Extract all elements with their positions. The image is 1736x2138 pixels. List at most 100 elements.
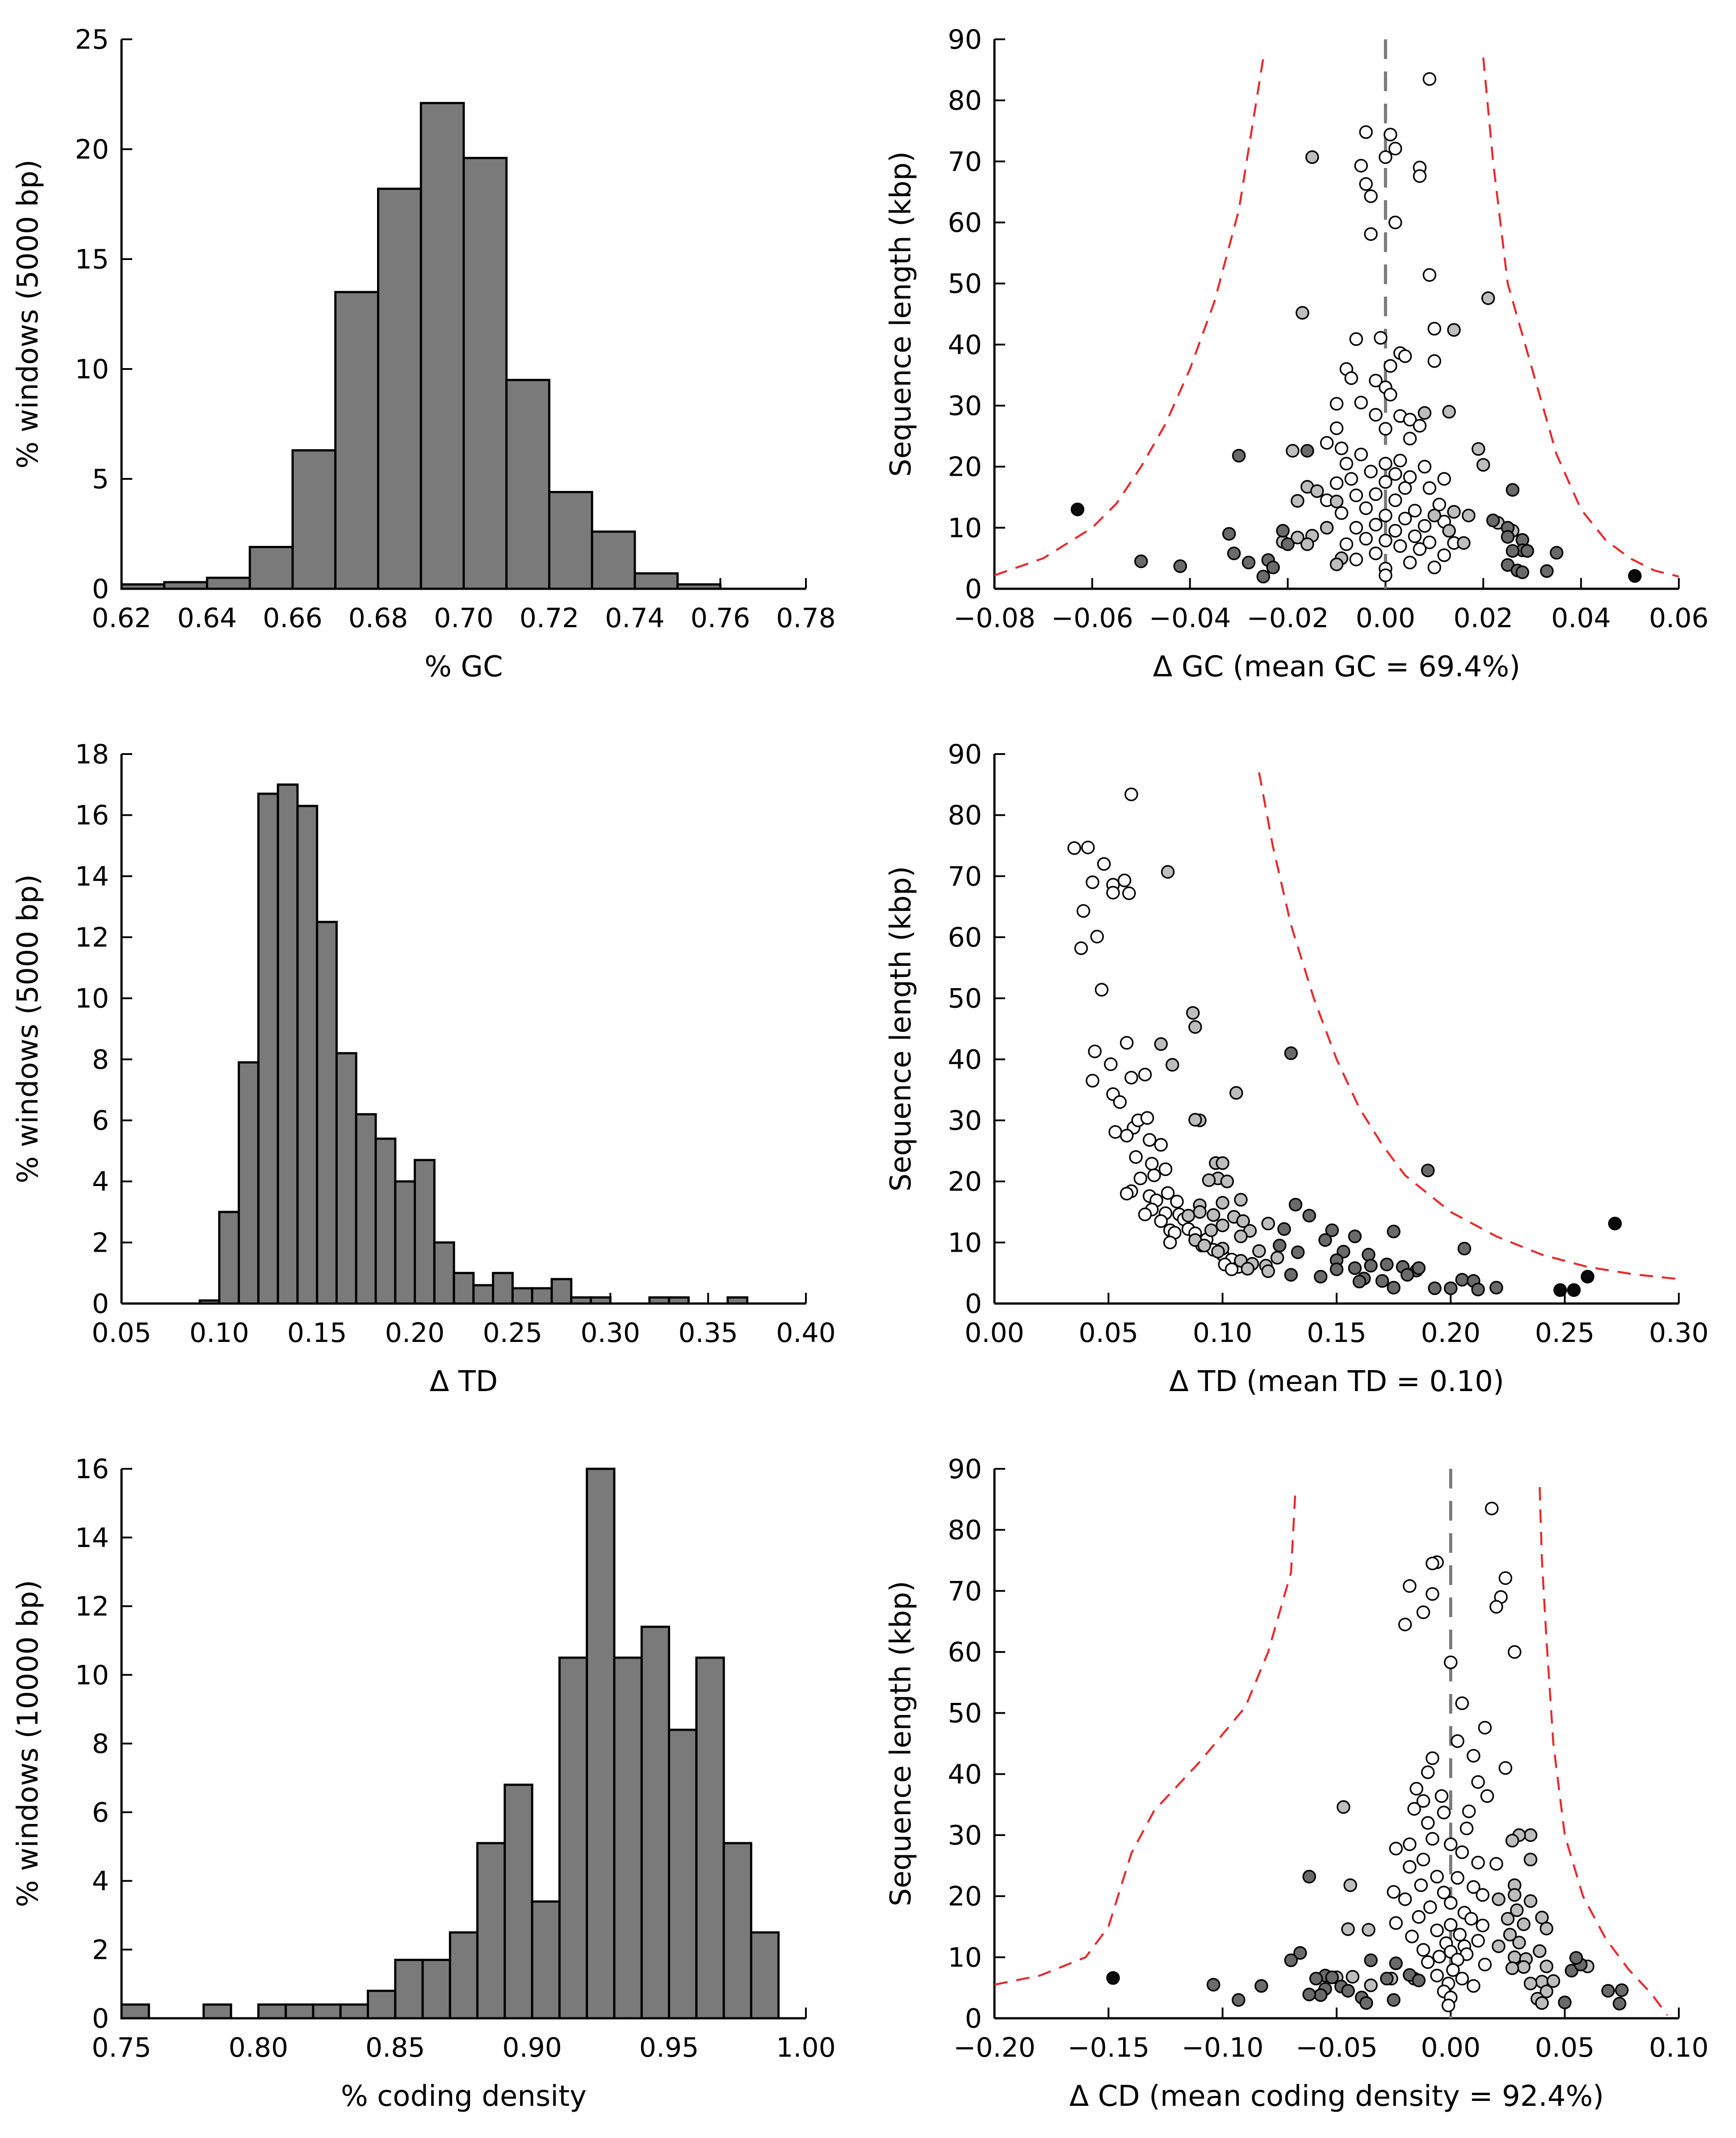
td-hist-bar — [668, 1296, 690, 1305]
cd-scatter-point-light — [1523, 1853, 1538, 1866]
td-scatter-point-dark — [1291, 1245, 1305, 1259]
cd-scatter-point-white — [1405, 1929, 1419, 1944]
td-scatter-y-tick-label: 20 — [948, 1166, 982, 1198]
gc-hist-x-tick-label: 0.66 — [263, 603, 323, 634]
cd-hist-y-tick-label: 16 — [75, 1454, 109, 1485]
cd-scatter-point-dark — [1380, 1971, 1394, 1986]
td-scatter-point-dark — [1457, 1241, 1472, 1256]
td-scatter-point-dark — [1277, 1222, 1291, 1236]
td-hist-bar — [394, 1180, 416, 1305]
td-scatter-point-light — [1216, 1218, 1229, 1232]
cd-hist-bar — [285, 2003, 314, 2020]
cd-scatter-point-white — [1441, 1999, 1455, 2012]
td-scatter-y-axis-label: Sequence length (kbp) — [885, 866, 918, 1192]
td-scatter-y-tick-label: 70 — [948, 861, 982, 892]
cd-scatter-point-white — [1444, 1655, 1458, 1669]
cd-scatter-point-light — [1364, 1978, 1378, 1992]
gc-scatter-x-tick-label: −0.08 — [953, 603, 1036, 634]
cd-scatter-point-light — [1362, 1923, 1375, 1937]
td-scatter-point-white — [1163, 1236, 1177, 1249]
gc-scatter-y-tick-label: 0 — [965, 574, 982, 605]
td-hist-x-tick-label: 0.20 — [385, 1317, 445, 1349]
cd-scatter-x-tick-label: −0.05 — [1296, 2032, 1378, 2063]
td-scatter-chart: 0 10 20 30 40 50 60 70 80 90 0.00 0.05 0.10 0.15 0.20 0… — [885, 739, 1709, 1398]
cd-scatter-point-white — [1464, 1912, 1478, 1926]
cd-hist-bar — [695, 1656, 725, 2020]
gc-scatter-point-white — [1369, 546, 1383, 560]
td-scatter-point-white — [1138, 1068, 1152, 1082]
cd-scatter-point-white — [1478, 1721, 1492, 1735]
gc-hist-bar — [591, 530, 636, 590]
gc-scatter-point-dark — [1256, 570, 1271, 583]
cd-scatter-point-white — [1430, 1923, 1444, 1937]
td-scatter-x-tick-label: 0.10 — [1193, 1317, 1253, 1349]
gc-hist-y-tick-label: 5 — [92, 464, 109, 495]
td-scatter-point-dark — [1318, 1233, 1332, 1247]
cd-scatter-y-tick-label: 40 — [948, 1759, 982, 1790]
gc-scatter-point-light — [1447, 505, 1461, 519]
cd-scatter-point-dark — [1564, 1964, 1579, 1978]
gc-scatter-point-dark — [1173, 559, 1187, 573]
gc-scatter-point-white — [1388, 215, 1402, 230]
cd-scatter-point-white — [1426, 1556, 1439, 1571]
cd-scatter-point-light — [1523, 1976, 1538, 1991]
td-scatter-point-black — [1608, 1216, 1622, 1231]
cd-scatter-point-light — [1539, 1921, 1554, 1936]
gc-scatter-x-tick-label: 0.02 — [1453, 603, 1513, 634]
td-scatter-x-tick-label: 0.25 — [1535, 1317, 1595, 1349]
td-scatter-x-tick-label: 0.30 — [1649, 1317, 1709, 1349]
gc-scatter-point-light — [1457, 536, 1471, 550]
td-scatter-point-light — [1186, 1006, 1200, 1020]
td-hist-bar — [257, 792, 279, 1305]
td-scatter-point-light — [1261, 1216, 1275, 1231]
gc-scatter-point-black — [1628, 569, 1642, 583]
td-scatter-point-dark — [1387, 1224, 1401, 1238]
gc-scatter-point-white — [1364, 465, 1378, 478]
cd-scatter-point-white — [1416, 1605, 1430, 1619]
gc-scatter-point-white — [1369, 373, 1383, 388]
gc-scatter-point-white — [1437, 472, 1451, 486]
gc-scatter-point-white — [1379, 422, 1392, 436]
td-scatter-point-dark — [1352, 1274, 1367, 1289]
cd-scatter-point-light — [1492, 1892, 1505, 1906]
cd-scatter-point-white — [1455, 1971, 1469, 1986]
cd-scatter-point-dark — [1206, 1978, 1220, 1992]
td-scatter-point-white — [1120, 1186, 1134, 1201]
td-scatter-point-white — [1076, 904, 1090, 918]
gc-scatter-point-white — [1408, 529, 1422, 543]
cd-scatter-y-tick-label: 60 — [948, 1637, 982, 1668]
cd-scatter-point-white — [1407, 1802, 1421, 1816]
cd-scatter-point-white — [1426, 1751, 1439, 1765]
gc-scatter-point-dark — [1241, 555, 1256, 570]
gc-scatter-point-white — [1364, 227, 1378, 241]
td-scatter-point-dark — [1284, 1268, 1298, 1282]
gc-scatter-x-tick-label: 0.04 — [1551, 603, 1611, 634]
cd-scatter-x-tick-label: −0.20 — [953, 2032, 1036, 2063]
td-hist-bar — [531, 1287, 553, 1305]
gc-hist-y-axis-label: % windows (5000 bp) — [12, 159, 45, 469]
cd-scatter-point-white — [1480, 1789, 1494, 1803]
gc-scatter-point-light — [1462, 508, 1476, 523]
gc-scatter-y-tick-label: 60 — [948, 207, 982, 239]
td-hist-bar — [355, 1113, 377, 1305]
gc-scatter-point-white — [1344, 472, 1359, 486]
cd-scatter-point-white — [1426, 1587, 1439, 1601]
td-hist-bar — [492, 1272, 514, 1305]
td-scatter-point-light — [1270, 1251, 1284, 1265]
td-hist-y-tick-label: 4 — [92, 1166, 109, 1198]
td-scatter-point-white — [1097, 857, 1111, 871]
gc-scatter-y-tick-label: 20 — [948, 452, 982, 483]
td-scatter-point-white — [1088, 1044, 1102, 1058]
cd-scatter-point-light — [1533, 1944, 1547, 1958]
td-scatter-point-dark — [1288, 1198, 1303, 1212]
cd-scatter-point-dark — [1615, 1983, 1629, 1997]
cd-scatter-point-white — [1453, 1928, 1467, 1942]
td-hist-bar — [590, 1296, 612, 1305]
td-scatter-point-light — [1211, 1245, 1225, 1259]
td-hist-x-tick-label: 0.15 — [287, 1317, 347, 1349]
cd-hist-y-axis-label: % windows (10000 bp) — [12, 1580, 45, 1907]
td-scatter-x-tick-label: 0.00 — [964, 1317, 1024, 1349]
cd-scatter-point-light — [1523, 1894, 1538, 1908]
gc-scatter-point-white — [1403, 555, 1417, 570]
gc-scatter-point-white — [1334, 441, 1349, 455]
